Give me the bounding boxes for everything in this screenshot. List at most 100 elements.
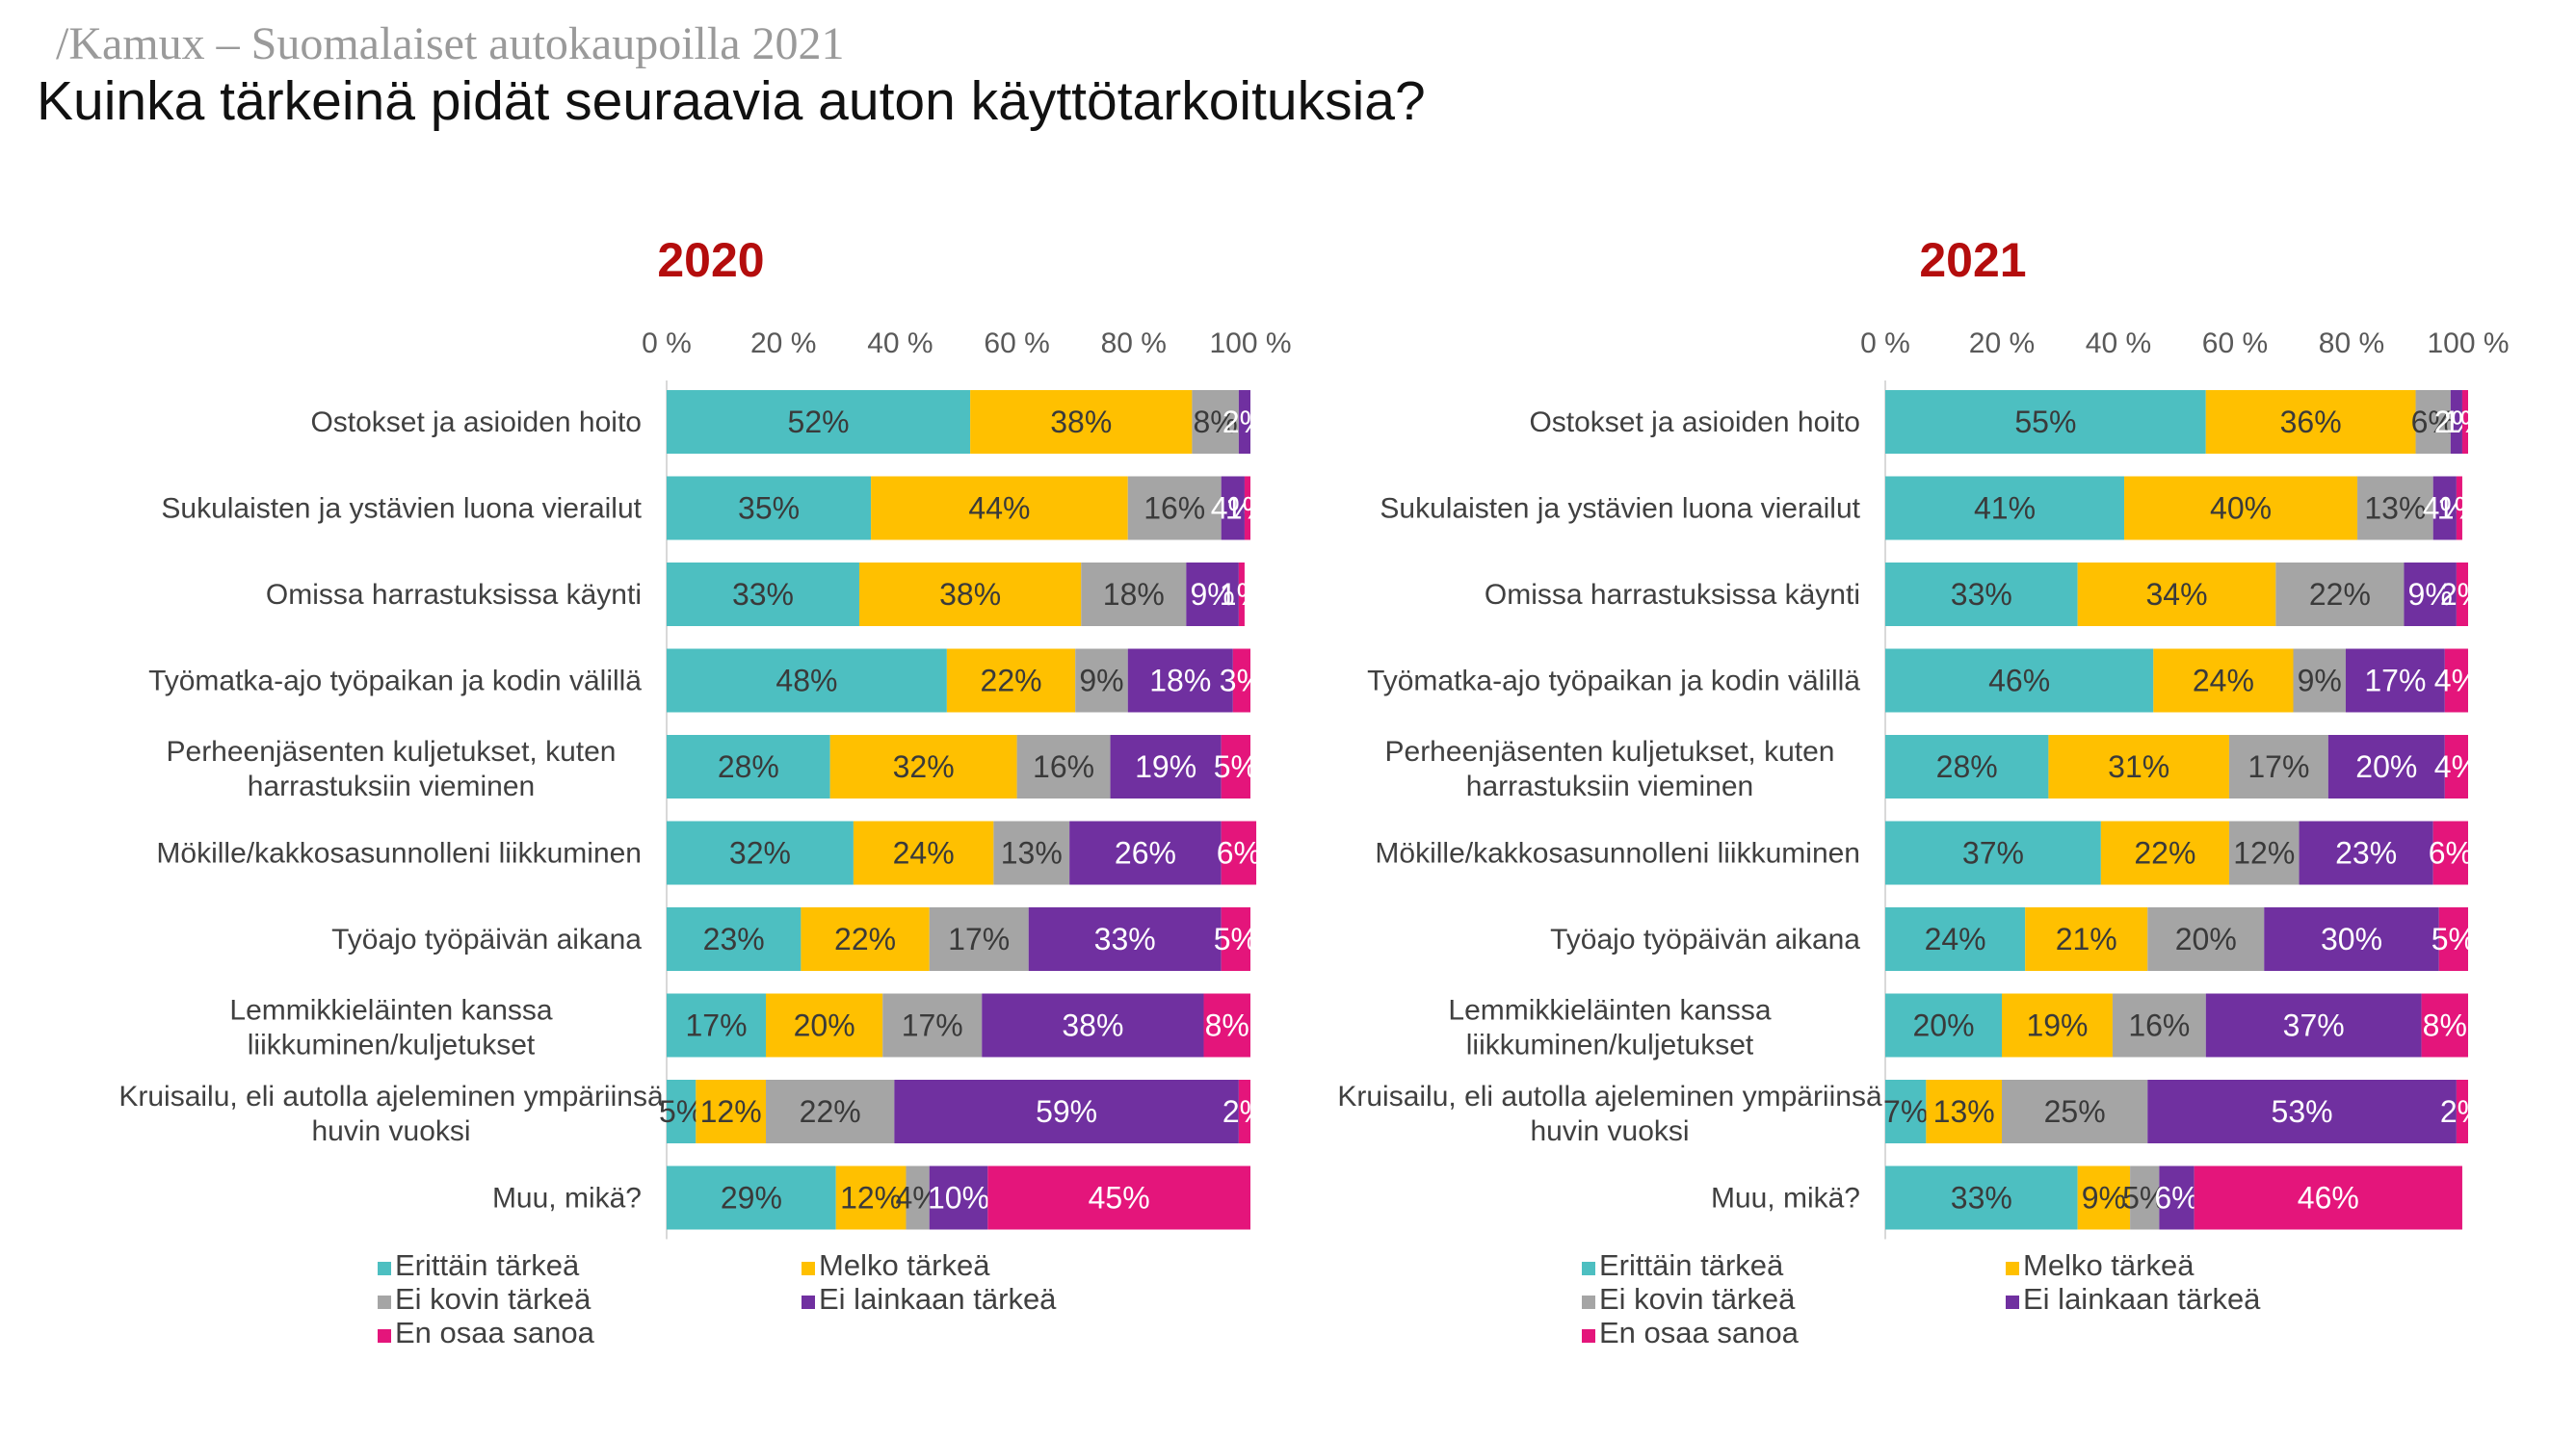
bar-segment [2444, 648, 2468, 713]
data-label: 8% [1194, 405, 1238, 439]
bar-segment [894, 1080, 1239, 1143]
bar-segment [929, 907, 1029, 971]
x-tick-label: 80 % [2319, 327, 2384, 359]
data-label: 28% [718, 749, 779, 784]
data-label: 16% [1143, 491, 1205, 526]
x-tick-label: 20 % [750, 327, 816, 359]
bar-segment [871, 476, 1128, 540]
bar-segment [1885, 648, 2154, 713]
data-label: 1% [1225, 491, 1270, 526]
data-label: 24% [893, 836, 955, 871]
chart-title: 2020 [657, 233, 764, 287]
category-label: Perheenjäsenten kuljetukset, kuten [167, 736, 617, 768]
bar-segment [766, 993, 883, 1058]
legend-swatch [378, 1262, 391, 1275]
data-label: 3% [1220, 664, 1264, 698]
data-label: 38% [939, 577, 1001, 612]
legend-swatch [1582, 1296, 1595, 1309]
bar-segment [2357, 476, 2433, 540]
data-label: 26% [1115, 836, 1176, 871]
bar-segment [1028, 907, 1222, 971]
bar-segment [2130, 1165, 2160, 1230]
data-label: 17% [902, 1008, 963, 1043]
bar-segment [667, 390, 971, 454]
legend-label: Ei kovin tärkeä [395, 1282, 591, 1316]
data-label: 22% [981, 664, 1042, 698]
category-label: Perheenjäsenten kuljetukset, kuten [1385, 736, 1835, 768]
bar-segment [1885, 476, 2125, 540]
bar-segment [2048, 735, 2229, 799]
bar-segment [2456, 563, 2468, 626]
bar-segment [2077, 563, 2276, 626]
bar-segment [1221, 821, 1257, 885]
bar-segment [2205, 993, 2422, 1058]
data-label: 28% [1936, 749, 1998, 784]
data-label: 6% [2429, 836, 2473, 871]
data-label: 30% [2321, 922, 2382, 956]
category-label: Sukulaisten ja ystävien luona vierailut [1380, 493, 1860, 525]
bar-segment [667, 563, 859, 626]
data-label: 2% [2434, 405, 2479, 439]
bar-segment [667, 476, 872, 540]
category-label: Ostokset ja asioiden hoito [1529, 406, 1860, 438]
bar-segment [2299, 821, 2433, 885]
bar-segment [1069, 821, 1222, 885]
category-label: Lemmikkieläinten kanssa [229, 995, 552, 1027]
data-label: 29% [721, 1181, 782, 1216]
data-label: 19% [1135, 749, 1196, 784]
x-tick-label: 40 % [867, 327, 933, 359]
bar-segment [2147, 907, 2265, 971]
data-label: 18% [1103, 577, 1165, 612]
data-label: 37% [2283, 1008, 2345, 1043]
data-label: 22% [834, 922, 896, 956]
data-label: 9% [1190, 577, 1234, 612]
bar-segment [1127, 648, 1233, 713]
data-label: 10% [928, 1181, 989, 1216]
bar-segment [2228, 735, 2328, 799]
category-label: harrastuksiin vieminen [248, 771, 535, 802]
category-label: Lemmikkieläinten kanssa [1448, 995, 1771, 1027]
data-label: 32% [893, 749, 955, 784]
category-label: Sukulaisten ja ystävien luona vierailut [161, 493, 642, 525]
bar-segment [1238, 390, 1250, 454]
bar-segment [2421, 993, 2468, 1058]
bar-segment [987, 1165, 1250, 1230]
category-label: Työajo työpäivän aikana [331, 924, 642, 956]
data-label: 12% [840, 1181, 902, 1216]
data-label: 16% [1033, 749, 1094, 784]
bar-segment [858, 563, 1082, 626]
bar-segment [1186, 563, 1239, 626]
data-label: 9% [2298, 664, 2342, 698]
bar-segment [1885, 563, 2078, 626]
bar-segment [1885, 1080, 1927, 1143]
bar-segment [829, 735, 1017, 799]
bar-segment [882, 993, 983, 1058]
legend-swatch [1582, 1262, 1595, 1275]
bar-segment [946, 648, 1076, 713]
bar-segment [2327, 735, 2445, 799]
data-label: 12% [2233, 836, 2295, 871]
bar-segment [766, 1080, 895, 1143]
bar-segment [667, 993, 767, 1058]
bar-segment [2077, 1165, 2131, 1230]
bar-segment [2147, 1080, 2457, 1143]
bar-segment [2456, 476, 2462, 540]
bar-segment [1885, 907, 2026, 971]
data-label: 5% [1214, 922, 1258, 956]
x-tick-label: 40 % [2086, 327, 2151, 359]
data-label: 40% [2210, 491, 2272, 526]
data-label: 32% [729, 836, 791, 871]
category-label: harrastuksiin vieminen [1466, 771, 1753, 802]
x-tick-label: 60 % [984, 327, 1049, 359]
data-label: 24% [2193, 664, 2254, 698]
data-label: 6% [2411, 405, 2456, 439]
data-label: 22% [2134, 836, 2195, 871]
bar-segment [835, 1165, 907, 1230]
bar-segment [801, 907, 930, 971]
bar-segment [2153, 648, 2294, 713]
data-label: 2% [1222, 1094, 1267, 1129]
legend-label: Melko tärkeä [2023, 1248, 2195, 1282]
bar-segment [2275, 563, 2405, 626]
category-label: Mökille/kakkosasunnolleni liikkuminen [1375, 838, 1860, 870]
x-tick-label: 100 % [1209, 327, 1291, 359]
